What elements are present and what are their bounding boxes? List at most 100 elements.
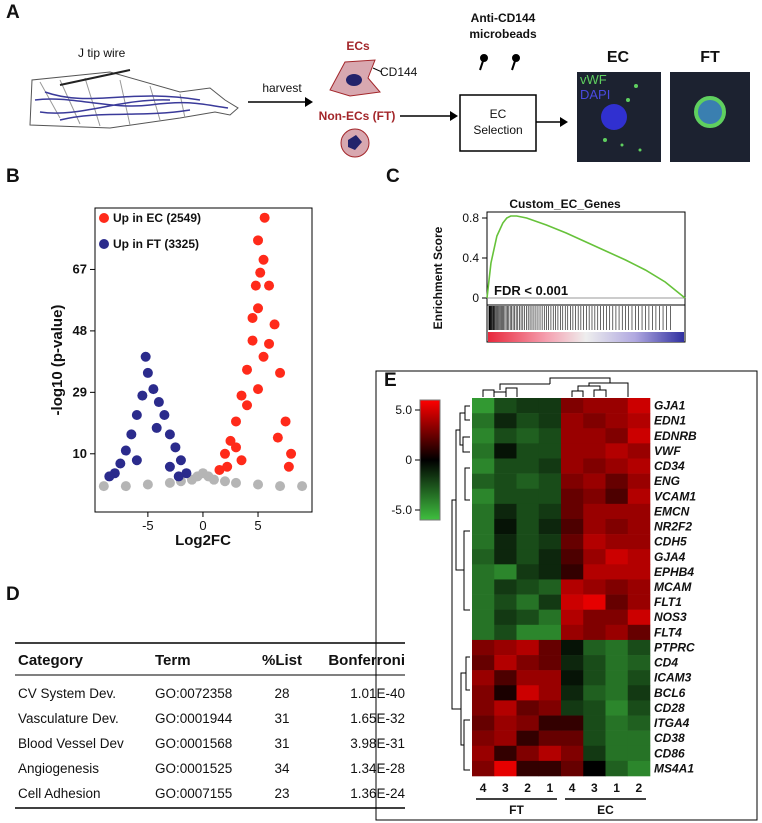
heat-cell — [583, 549, 606, 565]
point — [236, 455, 247, 466]
heat-cell — [516, 624, 540, 641]
annotation: FDR < 0.001 — [494, 283, 568, 298]
table-cell: 1.01E-40 — [350, 686, 405, 701]
colorbar-label: 0 — [405, 453, 412, 467]
point — [272, 432, 283, 443]
heat-cell — [627, 594, 651, 610]
nucleus — [346, 74, 362, 86]
heat-cell — [516, 700, 540, 716]
heat-cell — [472, 503, 495, 520]
heat-cell — [472, 428, 495, 444]
heat-cell — [561, 579, 584, 595]
heat-cell — [472, 398, 495, 414]
heat-cell — [494, 458, 517, 474]
gene-label: EDNRB — [654, 429, 697, 443]
heat-cell — [583, 503, 606, 520]
heat-cell — [538, 685, 562, 701]
point — [264, 338, 275, 349]
point — [253, 384, 264, 395]
heat-cell — [561, 428, 584, 444]
heat-cell — [605, 564, 629, 580]
panel-label: A — [6, 2, 20, 23]
point — [222, 461, 233, 472]
heat-cell — [583, 534, 606, 550]
non-ec-label: Non-ECs (FT) — [319, 109, 396, 123]
heat-cell — [627, 639, 651, 656]
gene-label: GJA1 — [654, 399, 686, 413]
point — [286, 448, 297, 459]
heat-cell — [561, 745, 584, 762]
heat-cell — [472, 594, 495, 610]
heat-cell — [583, 670, 606, 686]
heat-cell — [627, 503, 651, 520]
point — [164, 461, 175, 472]
heat-cell — [538, 534, 562, 550]
table-header: Term — [155, 652, 191, 669]
column-label: 3 — [591, 781, 598, 795]
heat-cell — [516, 458, 540, 474]
heat-cell — [516, 428, 540, 444]
gene-label: PTPRC — [654, 640, 695, 654]
heat-cell — [494, 473, 517, 490]
gene-label: VCAM1 — [654, 489, 696, 503]
plot-frame — [94, 207, 313, 513]
heat-cell — [561, 398, 584, 414]
image-title: EC — [607, 49, 630, 66]
point — [247, 335, 258, 346]
heat-cell — [538, 428, 562, 444]
y-tick-label: 0 — [472, 291, 479, 305]
heat-cell — [627, 443, 651, 459]
heat-cell — [538, 518, 562, 535]
heat-cell — [538, 609, 562, 626]
heat-cell — [472, 609, 495, 626]
gene-label: NOS3 — [654, 610, 687, 624]
heat-cell — [627, 518, 651, 535]
point — [230, 477, 241, 488]
column-label: 2 — [636, 781, 643, 795]
heat-cell — [583, 594, 606, 610]
x-axis-label: Log2FC — [175, 532, 231, 549]
gene-label: MCAM — [654, 580, 692, 594]
heat-cell — [516, 503, 540, 520]
heat-cell — [472, 760, 495, 777]
marker-label: CD144 — [380, 65, 418, 79]
heat-cell — [516, 745, 540, 762]
chart-title: Custom_EC_Genes — [509, 197, 621, 211]
heat-cell — [561, 730, 584, 747]
heat-cell — [494, 655, 517, 671]
point — [159, 409, 170, 420]
y-tick-label: 29 — [73, 384, 87, 399]
heat-cell — [583, 443, 606, 459]
table-header: Bonferroni — [328, 652, 405, 669]
heat-cell — [516, 398, 540, 414]
heat-cell — [538, 443, 562, 459]
point — [297, 481, 308, 492]
bead-icons — [479, 54, 520, 71]
heat-cell — [494, 609, 517, 626]
table-cell: GO:0001525 — [155, 761, 232, 776]
gene-label: FLT1 — [654, 595, 682, 609]
heat-cell — [494, 503, 517, 520]
heat-cell — [472, 534, 495, 550]
heat-cell — [605, 715, 629, 731]
heat-cell — [627, 428, 651, 444]
point — [181, 468, 192, 479]
panel-frame — [375, 370, 758, 821]
heat-cell — [561, 594, 584, 610]
point — [258, 351, 269, 362]
heat-cell — [627, 685, 651, 701]
gene-label: CD86 — [654, 746, 685, 760]
gene-label: MS4A1 — [654, 761, 694, 775]
point — [164, 429, 175, 440]
heat-cell — [472, 518, 495, 535]
heat-cell — [472, 579, 495, 595]
heat-cell — [472, 700, 495, 716]
heat-cell — [472, 473, 495, 490]
heat-cell — [627, 549, 651, 565]
heat-cell — [538, 564, 562, 580]
table-cell: GO:0001568 — [155, 736, 232, 751]
table-cell: GO:0007155 — [155, 786, 232, 801]
legend-label: Up in EC (2549) — [113, 211, 201, 225]
point — [242, 400, 253, 411]
group-label: FT — [509, 803, 524, 817]
